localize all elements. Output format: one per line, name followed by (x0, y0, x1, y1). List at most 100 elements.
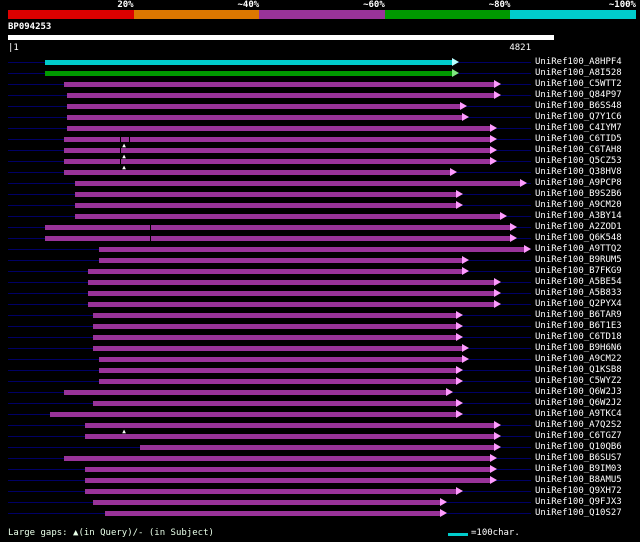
row-label[interactable]: UniRef100_B6SS48 (535, 101, 622, 111)
row-label[interactable]: UniRef100_Q6K548 (535, 233, 622, 243)
row-label[interactable]: UniRef100_B6T1E3 (535, 321, 622, 331)
arrow-head-icon (452, 58, 459, 66)
alignment-bar[interactable] (67, 126, 490, 131)
row-label[interactable]: UniRef100_Q6W2J3 (535, 387, 622, 397)
alignment-bar[interactable] (93, 500, 440, 505)
alignment-bar[interactable] (88, 302, 494, 307)
row-label[interactable]: UniRef100_Q84P97 (535, 90, 622, 100)
row-label[interactable]: UniRef100_C4IYM7 (535, 123, 622, 133)
alignment-bar[interactable] (45, 71, 452, 76)
row-label[interactable]: UniRef100_A5BE54 (535, 277, 622, 287)
query-name: BP094253 (8, 22, 52, 32)
segment-tick (150, 225, 151, 230)
row-label[interactable]: UniRef100_C5WYZ2 (535, 376, 622, 386)
alignment-bar[interactable] (99, 258, 462, 263)
alignment-bar[interactable] (88, 291, 494, 296)
gap-marker-icon: ▲ (122, 164, 126, 171)
alignment-bar[interactable] (85, 489, 456, 494)
scale-labels: 20% ~40% ~60% ~80% ~100% (8, 0, 636, 10)
alignment-bar[interactable] (85, 467, 490, 472)
row-label[interactable]: UniRef100_Q38HV8 (535, 167, 622, 177)
alignment-bar[interactable] (75, 192, 456, 197)
row-label[interactable]: UniRef100_B9RUM5 (535, 255, 622, 265)
alignment-bar[interactable] (45, 60, 452, 65)
row-label[interactable]: UniRef100_A9PCP8 (535, 178, 622, 188)
row-label[interactable]: UniRef100_A9TTQ2 (535, 244, 622, 254)
row-label[interactable]: UniRef100_A5B833 (535, 288, 622, 298)
alignment-bar[interactable] (99, 379, 456, 384)
row-label[interactable]: UniRef100_Q10QB6 (535, 442, 622, 452)
alignment-bar[interactable] (67, 115, 462, 120)
alignment-bar[interactable] (85, 434, 494, 439)
alignment-bar[interactable] (64, 159, 490, 164)
alignment-bar[interactable] (93, 335, 456, 340)
row-label[interactable]: UniRef100_A8HPF4 (535, 57, 622, 67)
alignment-bar[interactable] (64, 170, 450, 175)
row-label[interactable]: UniRef100_A2ZOD1 (535, 222, 622, 232)
alignment-bar[interactable] (99, 357, 462, 362)
alignment-row: UniRef100_A9CM20 (0, 200, 640, 211)
row-label[interactable]: UniRef100_B9IM03 (535, 464, 622, 474)
alignment-bar[interactable] (93, 324, 456, 329)
row-label[interactable]: UniRef100_B9H6N6 (535, 343, 622, 353)
alignment-row: UniRef100_A5B833 (0, 288, 640, 299)
alignment-bar[interactable] (64, 137, 490, 142)
row-label[interactable]: UniRef100_C5WTT2 (535, 79, 622, 89)
alignment-bar[interactable] (64, 456, 490, 461)
alignment-bar[interactable] (64, 148, 490, 153)
alignment-bar[interactable] (45, 225, 510, 230)
row-label[interactable]: UniRef100_Q2PYX4 (535, 299, 622, 309)
segment-tick (120, 137, 121, 142)
row-label[interactable]: UniRef100_Q6W2J2 (535, 398, 622, 408)
alignment-bar[interactable] (93, 346, 462, 351)
alignment-bar[interactable] (88, 280, 494, 285)
row-label[interactable]: UniRef100_A8I528 (535, 68, 622, 78)
arrow-head-icon (494, 289, 501, 297)
alignment-bar[interactable] (85, 478, 490, 483)
alignment-bar[interactable] (85, 423, 494, 428)
row-label[interactable]: UniRef100_A7Q2S2 (535, 420, 622, 430)
row-label[interactable]: UniRef100_B9S2B6 (535, 189, 622, 199)
alignment-bar[interactable] (75, 203, 456, 208)
row-label[interactable]: UniRef100_Q7Y1C6 (535, 112, 622, 122)
row-label[interactable]: UniRef100_A9CM20 (535, 200, 622, 210)
row-label[interactable]: UniRef100_C6TGZ7 (535, 431, 622, 441)
row-label[interactable]: UniRef100_A9CM22 (535, 354, 622, 364)
alignment-bar[interactable] (75, 181, 520, 186)
row-label[interactable]: UniRef100_Q10S27 (535, 508, 622, 518)
arrow-head-icon (462, 256, 469, 264)
row-label[interactable]: UniRef100_B7FKG9 (535, 266, 622, 276)
arrow-head-icon (456, 377, 463, 385)
row-label[interactable]: UniRef100_Q9XH72 (535, 486, 622, 496)
row-label[interactable]: UniRef100_B8AMU5 (535, 475, 622, 485)
arrow-head-icon (490, 157, 497, 165)
row-label[interactable]: UniRef100_Q9FJX3 (535, 497, 622, 507)
alignment-row: UniRef100_A9CM22 (0, 354, 640, 365)
alignment-bar[interactable] (64, 82, 494, 87)
alignment-bar[interactable] (99, 247, 524, 252)
alignment-bar[interactable] (45, 236, 510, 241)
alignment-bar[interactable] (67, 104, 460, 109)
alignment-bar[interactable] (88, 269, 462, 274)
alignment-bar[interactable] (93, 313, 456, 318)
row-label[interactable]: UniRef100_B6SUS7 (535, 453, 622, 463)
row-label[interactable]: UniRef100_B6TAR9 (535, 310, 622, 320)
alignment-bar[interactable] (75, 214, 500, 219)
row-label[interactable]: UniRef100_C6TID5 (535, 134, 622, 144)
row-label[interactable]: UniRef100_C6TAH8 (535, 145, 622, 155)
alignment-bar[interactable] (105, 511, 440, 516)
row-label[interactable]: UniRef100_A3BY14 (535, 211, 622, 221)
alignment-bar[interactable] (50, 412, 456, 417)
row-label[interactable]: UniRef100_Q5CZ53 (535, 156, 622, 166)
arrow-head-icon (456, 410, 463, 418)
alignment-bar[interactable] (93, 401, 456, 406)
alignment-bar[interactable] (99, 368, 456, 373)
alignment-row: UniRef100_Q7Y1C6 (0, 112, 640, 123)
row-label[interactable]: UniRef100_Q1KSB8 (535, 365, 622, 375)
alignment-row: UniRef100_Q10S27 (0, 508, 640, 519)
alignment-bar[interactable] (67, 93, 494, 98)
alignment-bar[interactable] (140, 445, 494, 450)
alignment-bar[interactable] (64, 390, 446, 395)
row-label[interactable]: UniRef100_C6TD18 (535, 332, 622, 342)
row-label[interactable]: UniRef100_A9TKC4 (535, 409, 622, 419)
